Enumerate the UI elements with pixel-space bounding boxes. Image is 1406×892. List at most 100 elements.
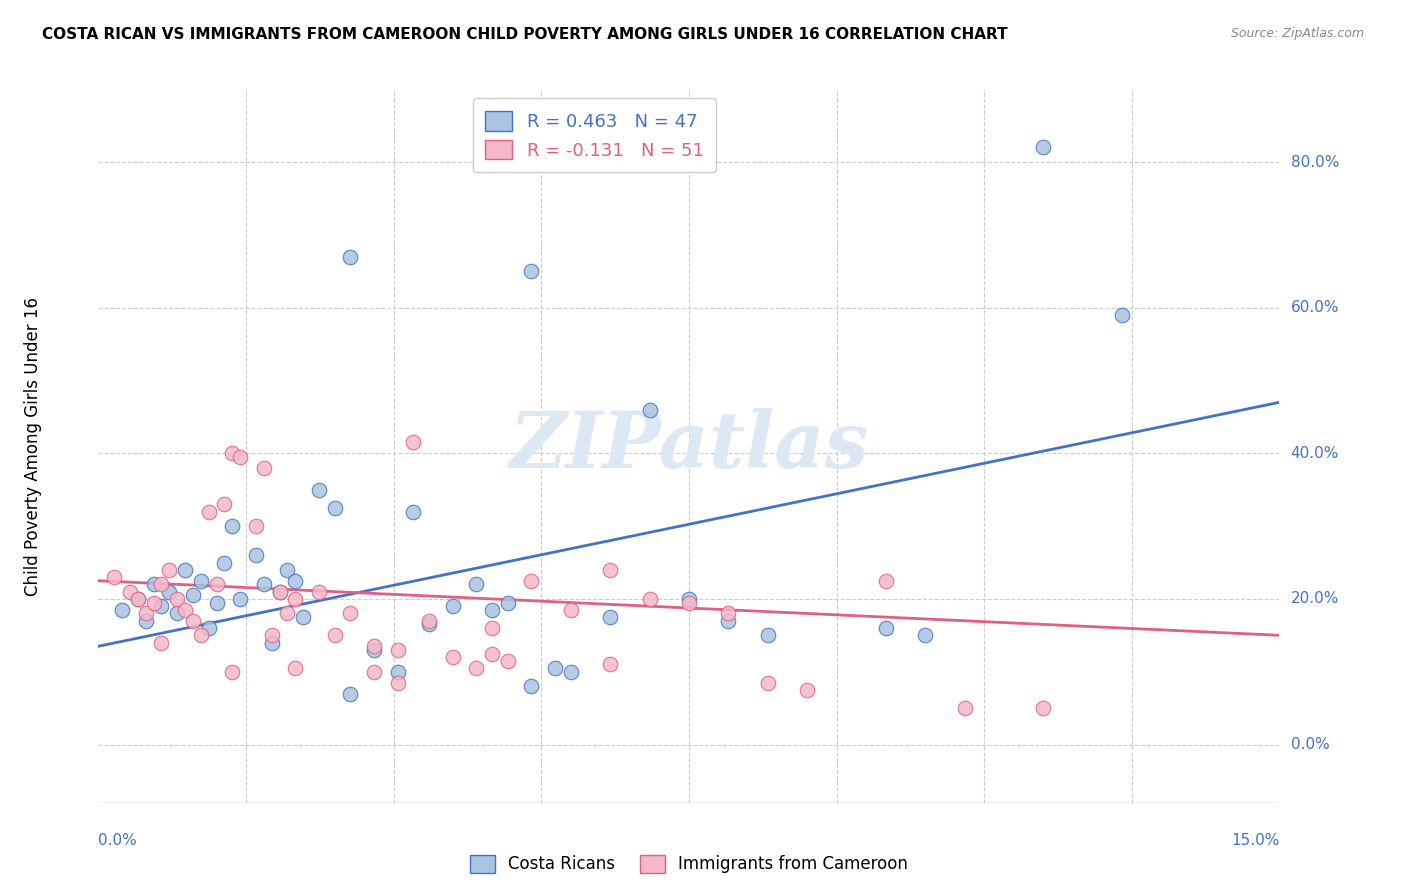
Text: 0.0%: 0.0% <box>98 833 138 848</box>
Point <box>875 621 897 635</box>
Point <box>205 596 228 610</box>
Text: 20.0%: 20.0% <box>1291 591 1339 607</box>
Point <box>214 556 236 570</box>
Point <box>229 450 252 464</box>
Point <box>756 628 779 642</box>
Point <box>127 591 149 606</box>
Point <box>496 654 519 668</box>
Point <box>260 635 283 649</box>
Point <box>717 614 740 628</box>
Point <box>496 596 519 610</box>
Point <box>157 584 180 599</box>
Point <box>284 661 307 675</box>
Point <box>796 682 818 697</box>
Point <box>214 497 236 511</box>
Point <box>276 607 298 621</box>
Point <box>402 504 425 518</box>
Point <box>205 577 228 591</box>
Point <box>157 563 180 577</box>
Point <box>465 577 488 591</box>
Point <box>1032 701 1054 715</box>
Point <box>308 584 330 599</box>
Point <box>221 519 243 533</box>
Point <box>111 603 134 617</box>
Point <box>181 588 204 602</box>
Text: COSTA RICAN VS IMMIGRANTS FROM CAMEROON CHILD POVERTY AMONG GIRLS UNDER 16 CORRE: COSTA RICAN VS IMMIGRANTS FROM CAMEROON … <box>42 27 1008 42</box>
Point <box>363 643 385 657</box>
Point <box>560 665 582 679</box>
Point <box>118 584 141 599</box>
Point <box>678 591 700 606</box>
Point <box>441 599 464 614</box>
Point <box>197 504 219 518</box>
Point <box>245 519 267 533</box>
Point <box>166 607 188 621</box>
Point <box>253 577 276 591</box>
Point <box>127 591 149 606</box>
Point <box>135 607 157 621</box>
Point <box>875 574 897 588</box>
Point <box>323 628 346 642</box>
Point <box>418 617 440 632</box>
Text: 0.0%: 0.0% <box>1291 737 1329 752</box>
Text: 80.0%: 80.0% <box>1291 154 1339 169</box>
Point <box>441 650 464 665</box>
Text: Source: ZipAtlas.com: Source: ZipAtlas.com <box>1230 27 1364 40</box>
Point <box>756 675 779 690</box>
Point <box>150 577 173 591</box>
Point <box>339 687 361 701</box>
Text: Child Poverty Among Girls Under 16: Child Poverty Among Girls Under 16 <box>24 296 42 596</box>
Point <box>387 665 409 679</box>
Point <box>245 548 267 562</box>
Point <box>363 665 385 679</box>
Point <box>260 628 283 642</box>
Point <box>221 665 243 679</box>
Point <box>142 577 165 591</box>
Point <box>135 614 157 628</box>
Point <box>418 614 440 628</box>
Legend: Costa Ricans, Immigrants from Cameroon: Costa Ricans, Immigrants from Cameroon <box>463 848 915 880</box>
Point <box>520 574 543 588</box>
Point <box>221 446 243 460</box>
Point <box>292 610 315 624</box>
Point <box>308 483 330 497</box>
Point <box>481 621 503 635</box>
Point <box>174 603 197 617</box>
Point <box>166 591 188 606</box>
Point <box>229 591 252 606</box>
Point <box>481 647 503 661</box>
Point <box>520 264 543 278</box>
Point <box>150 599 173 614</box>
Point <box>284 591 307 606</box>
Point <box>638 402 661 417</box>
Point <box>190 574 212 588</box>
Point <box>174 563 197 577</box>
Point <box>181 614 204 628</box>
Point <box>339 607 361 621</box>
Point <box>1032 140 1054 154</box>
Point <box>560 603 582 617</box>
Point <box>339 250 361 264</box>
Point <box>276 563 298 577</box>
Point <box>914 628 936 642</box>
Point <box>253 460 276 475</box>
Point <box>284 574 307 588</box>
Point <box>678 596 700 610</box>
Point <box>142 596 165 610</box>
Point <box>402 435 425 450</box>
Point <box>387 643 409 657</box>
Point <box>481 603 503 617</box>
Point <box>1111 308 1133 322</box>
Point <box>190 628 212 642</box>
Point <box>544 661 567 675</box>
Point <box>638 591 661 606</box>
Text: 40.0%: 40.0% <box>1291 446 1339 461</box>
Point <box>520 679 543 693</box>
Text: ZIPatlas: ZIPatlas <box>509 408 869 484</box>
Point <box>717 607 740 621</box>
Text: 60.0%: 60.0% <box>1291 300 1339 315</box>
Point <box>269 584 291 599</box>
Point <box>323 500 346 515</box>
Point <box>599 563 621 577</box>
Point <box>599 610 621 624</box>
